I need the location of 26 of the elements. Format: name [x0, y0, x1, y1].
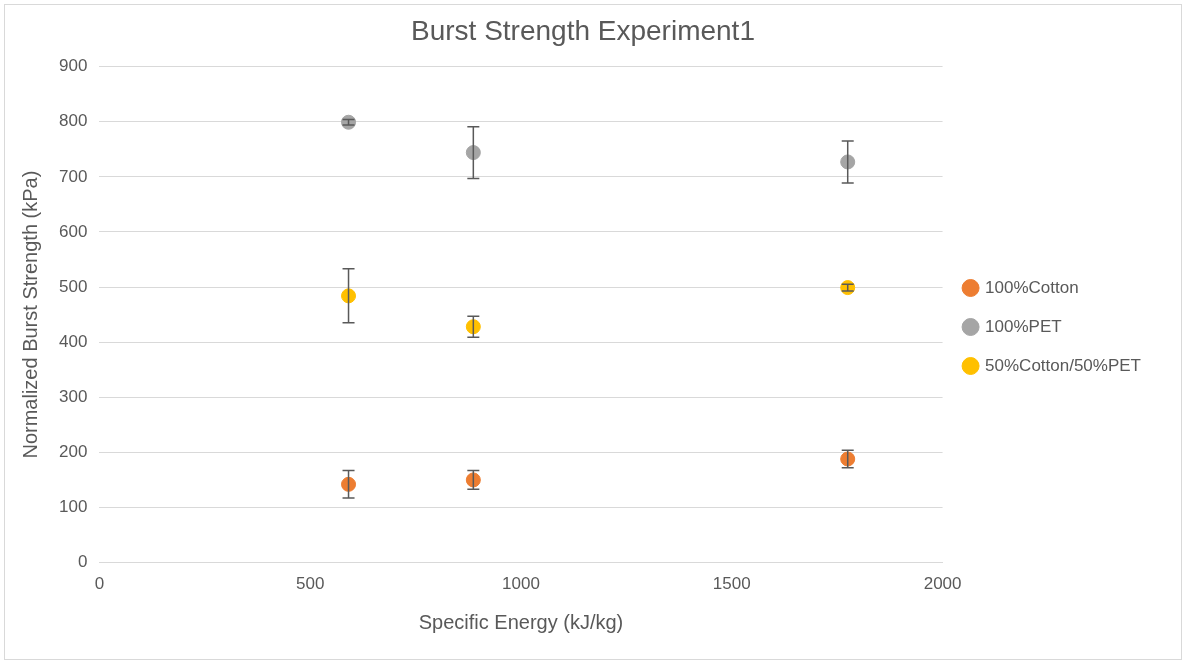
y-tick-label: 900	[58, 56, 88, 76]
y-tick-label: 800	[58, 111, 88, 131]
y-tick-label: 200	[58, 442, 88, 462]
point	[341, 476, 357, 492]
x-tick-label: 0	[94, 574, 105, 594]
y-tick-label: 0	[77, 552, 88, 572]
y-tick-label: 500	[58, 276, 88, 296]
legend-label: 50%Cotton/50%PET	[985, 355, 1141, 375]
x-tick-label: 500	[295, 574, 325, 594]
y-tick-label: 300	[58, 386, 88, 406]
point	[465, 319, 481, 335]
point	[840, 154, 856, 170]
y-tick-label: 100	[58, 497, 88, 517]
y-tick-label: 600	[58, 221, 88, 241]
x-axis-title: Specific Energy (kJ/kg)	[418, 610, 624, 633]
y-tick-label: 700	[58, 166, 88, 186]
point	[341, 288, 357, 304]
legend-label: 100%PET	[985, 316, 1062, 336]
legend-label: 100%Cotton	[985, 277, 1079, 297]
x-tick-label: 1500	[712, 574, 751, 594]
point	[465, 145, 481, 161]
y-axis-title: Normalized Burst Strength (kPa)	[18, 170, 41, 459]
x-tick-label: 1000	[502, 574, 540, 594]
y-tick-label: 400	[58, 331, 88, 351]
chart-title: Burst Strength Experiment1	[411, 14, 755, 46]
x-tick-label: 2000	[923, 574, 962, 594]
